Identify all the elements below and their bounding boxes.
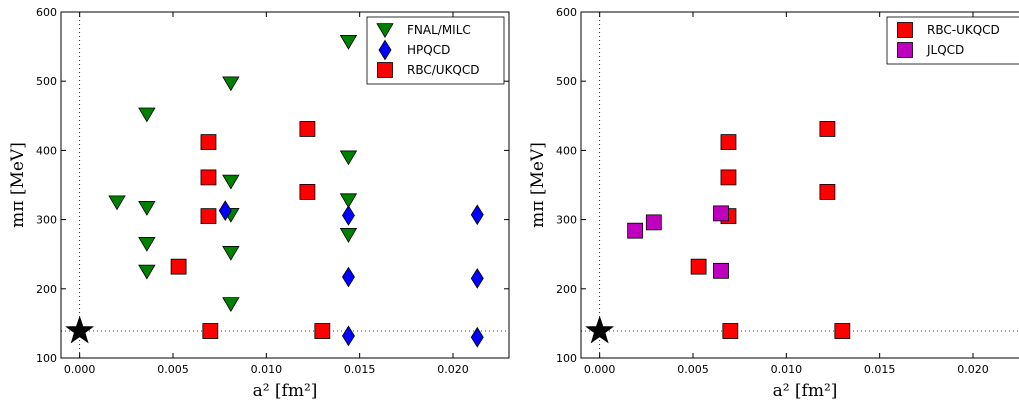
data-point-hpqcd-0 <box>218 200 232 221</box>
data-point-rbc-ukqcd-6 <box>819 184 836 200</box>
y-tick-label: 300 <box>36 214 57 227</box>
x-tick-label: 0.020 <box>957 363 989 376</box>
data-point-rbc-ukqcd-5 <box>299 121 316 137</box>
data-point-jlqcd-2 <box>713 205 729 222</box>
data-point-fnal-milc-1 <box>138 107 156 123</box>
data-point-rbc-ukqcd-4 <box>202 323 219 339</box>
left-panel: 0.000 0.005 0.010 0.015 0.020 100 200 300 400 500… <box>8 6 510 401</box>
x-axis-label: a² [fm²] <box>253 381 318 401</box>
physical-point-star-icon <box>65 315 95 344</box>
legend: RBC-UKQCD JLQCD <box>886 16 1019 65</box>
data-point-rbc-ukqcd-3 <box>200 208 217 225</box>
data-point-jlqcd-0 <box>627 222 644 239</box>
legend-marker-fnal-milc <box>376 23 394 38</box>
y-tick-label: 200 <box>36 283 57 296</box>
legend-marker-rbc-ukqcd <box>377 62 393 78</box>
x-tick-label: 0.015 <box>864 363 896 376</box>
data-point-hpqcd-6 <box>470 326 484 348</box>
y-tick-label: 400 <box>36 144 57 157</box>
y-tick-label: 400 <box>556 144 577 157</box>
legend-entry-rbc-ukqcd: RBC-UKQCD <box>927 23 1000 37</box>
data-point-rbc-ukqcd-4 <box>722 323 739 339</box>
data-point-fnal-milc-12 <box>339 193 358 209</box>
data-point-fnal-milc-6 <box>222 174 240 190</box>
data-point-fnal-milc-11 <box>339 150 358 166</box>
data-point-hpqcd-4 <box>470 204 484 226</box>
data-point-hpqcd-3 <box>341 325 355 347</box>
data-point-rbc-ukqcd-0 <box>170 258 187 275</box>
x-tick-label: 0.005 <box>157 363 189 376</box>
y-tick-label: 600 <box>556 6 577 19</box>
data-point-rbc-ukqcd-6 <box>299 184 316 200</box>
x-tick-label: 0.005 <box>677 363 709 376</box>
data-point-fnal-milc-3 <box>138 237 156 252</box>
legend-entry-rbc-ukqcd: RBC/UKQCD <box>407 63 480 77</box>
x-tick-label: 0.000 <box>584 363 616 376</box>
legend-entry-fnal-milc: FNAL/MILC <box>407 23 471 37</box>
x-tick-label: 0.000 <box>64 363 96 376</box>
y-tick-label: 100 <box>36 352 57 365</box>
legend-entry-hpqcd: HPQCD <box>407 43 450 57</box>
data-point-hpqcd-5 <box>470 268 484 289</box>
y-axis-label: mπ [MeV] <box>8 142 28 228</box>
data-point-hpqcd-2 <box>341 266 355 288</box>
data-point-rbc-ukqcd-2 <box>720 169 737 186</box>
data-point-fnal-milc-10 <box>339 34 358 50</box>
data-point-rbc-ukqcd-7 <box>834 323 851 339</box>
data-point-rbc-ukqcd-2 <box>200 169 217 186</box>
legend-marker-hpqcd <box>378 39 392 61</box>
x-tick-label: 0.020 <box>437 363 469 376</box>
data-point-rbc-ukqcd-7 <box>314 323 331 339</box>
data-point-rbc-ukqcd-1 <box>720 134 737 150</box>
x-axis-label: a² [fm²] <box>773 381 838 401</box>
x-tick-label: 0.010 <box>251 363 283 376</box>
right-panel: 0.000 0.005 0.010 0.015 0.020 100 200 300 400 500… <box>528 6 1019 401</box>
data-point-fnal-milc-2 <box>138 201 156 216</box>
legend-entry-jlqcd: JLQCD <box>926 43 964 57</box>
physical-point-star-icon <box>585 315 615 344</box>
data-point-fnal-milc-0 <box>108 195 126 211</box>
data-point-rbc-ukqcd-1 <box>200 134 217 150</box>
plot-frame <box>580 11 1019 359</box>
x-tick-label: 0.010 <box>771 363 803 376</box>
data-point-rbc-ukqcd-0 <box>690 258 707 275</box>
data-point-jlqcd-1 <box>645 214 662 231</box>
plot-frame <box>60 11 510 359</box>
legend-marker-jlqcd <box>897 42 913 58</box>
data-point-jlqcd-3 <box>713 262 729 279</box>
y-axis-label: mπ [MeV] <box>528 142 548 228</box>
data-point-fnal-milc-9 <box>222 297 240 313</box>
x-tick-label: 0.015 <box>344 363 376 376</box>
legend-marker-rbc-ukqcd <box>897 22 913 38</box>
y-tick-label: 100 <box>556 352 577 365</box>
data-point-fnal-milc-5 <box>222 76 240 92</box>
y-tick-label: 300 <box>556 214 577 227</box>
y-tick-label: 200 <box>556 283 577 296</box>
legend: FNAL/MILC HPQCD RBC/UKQCD <box>366 16 505 85</box>
y-tick-label: 500 <box>36 75 57 88</box>
data-point-fnal-milc-4 <box>138 264 156 280</box>
data-point-fnal-milc-13 <box>339 228 358 243</box>
data-point-fnal-milc-8 <box>222 246 240 261</box>
y-tick-label: 600 <box>36 6 57 19</box>
data-point-rbc-ukqcd-5 <box>819 121 836 137</box>
data-point-hpqcd-1 <box>341 205 355 226</box>
y-tick-label: 500 <box>556 75 577 88</box>
